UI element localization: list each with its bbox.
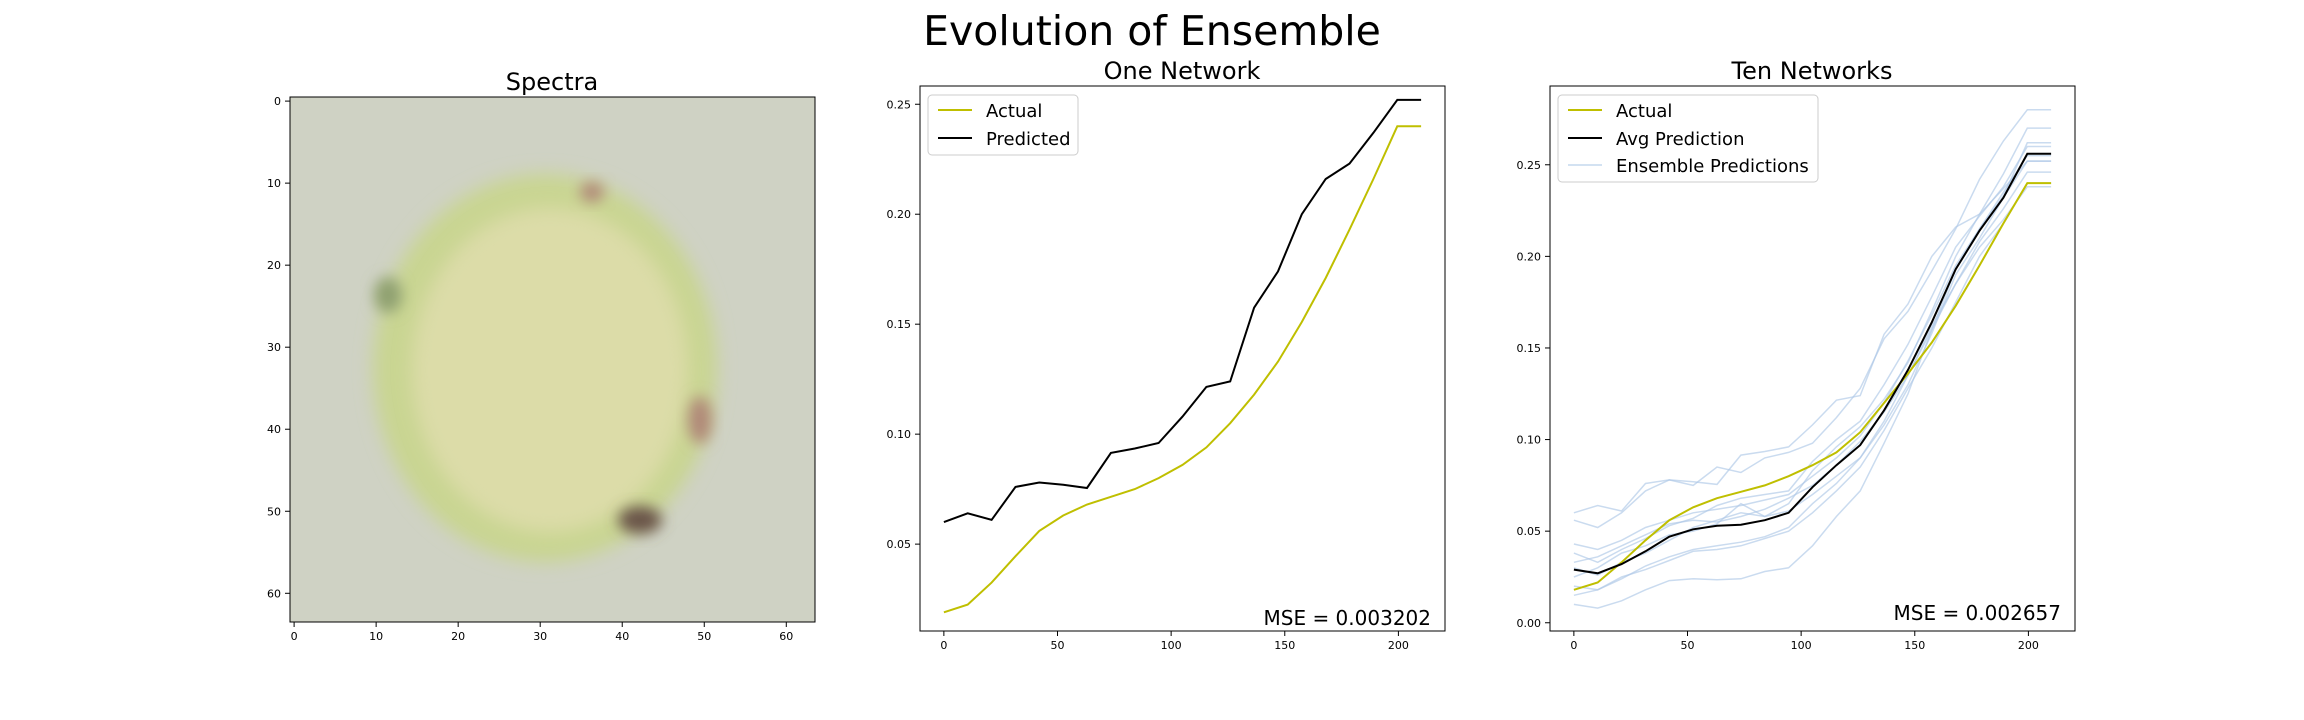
spectra-image [290, 97, 815, 622]
legend-label-actual: Actual [986, 101, 1042, 122]
y-tick-label: 0 [274, 95, 281, 108]
cell-spot-right [688, 396, 712, 444]
y-tick-label: 60 [267, 587, 281, 600]
x-tick-label: 150 [1274, 639, 1295, 652]
y-tick-label: 0.00 [1517, 617, 1542, 630]
one-network-legend: Actual Predicted [927, 94, 1079, 156]
ten-networks-mse: MSE = 0.002657 [1894, 601, 2062, 625]
ensemble-member-line-9 [1573, 182, 2052, 597]
legend-label-predicted: Predicted [986, 129, 1071, 150]
x-tick-label: 100 [1161, 639, 1182, 652]
ten-networks-frame [1549, 85, 2076, 632]
y-tick-label: 0.20 [887, 208, 912, 221]
figure-title: Evolution of Ensemble [923, 7, 1381, 55]
y-tick-label: 0.05 [887, 538, 912, 551]
y-tick-label: 0.15 [887, 318, 912, 331]
y-tick-label: 0.10 [1517, 434, 1542, 447]
panel-ten-networks: Ten Networks 0 50 100 150 200 0.00 0.05 0.10 0.1… [1517, 57, 2076, 652]
spectra-frame [289, 96, 816, 623]
avg-prediction-line [1573, 152, 2052, 575]
x-tick-label: 150 [1904, 639, 1925, 652]
actual-line [1573, 182, 2052, 591]
y-tick-label: 0.25 [1517, 159, 1542, 172]
one-network-mse: MSE = 0.003202 [1264, 606, 1432, 630]
actual-line [943, 125, 1422, 614]
ten-networks-legend: Actual Avg Prediction Ensemble Predictio… [1557, 94, 1819, 183]
x-tick-label: 100 [1791, 639, 1812, 652]
cell-spot-bottom [618, 506, 662, 534]
x-tick-label: 50 [1051, 639, 1065, 652]
y-tick-label: 0.15 [1517, 342, 1542, 355]
x-tick-label: 50 [697, 630, 711, 643]
cell-body [412, 208, 688, 532]
ensemble-member-line-10 [1573, 154, 2052, 551]
x-tick-label: 50 [1681, 639, 1695, 652]
x-tick-label: 0 [940, 639, 947, 652]
x-tick-label: 10 [369, 630, 383, 643]
y-tick-label: 10 [267, 177, 281, 190]
y-tick-label: 0.20 [1517, 250, 1542, 263]
y-tick-label: 20 [267, 259, 281, 272]
ensemble-member-line-6 [1573, 160, 2052, 576]
legend-box [1557, 94, 1819, 183]
ensemble-member-line-8 [1573, 186, 2052, 564]
one-network-frame [919, 85, 1446, 632]
x-tick-label: 0 [291, 630, 298, 643]
ensemble-member-line-7 [1573, 127, 2052, 578]
x-tick-label: 200 [1388, 639, 1409, 652]
legend-label-ensemble-predictions: Ensemble Predictions [1616, 156, 1809, 177]
ensemble-member-line-4 [1573, 171, 2052, 591]
y-tick-label: 40 [267, 423, 281, 436]
y-tick-label: 0.10 [887, 428, 912, 441]
predicted-line [943, 98, 1422, 524]
y-tick-label: 30 [267, 341, 281, 354]
legend-label-avg-prediction: Avg Prediction [1616, 129, 1744, 150]
y-tick-label: 50 [267, 505, 281, 518]
legend-label-actual: Actual [1616, 101, 1672, 122]
x-tick-label: 20 [451, 630, 465, 643]
panel-one-network: One Network 0 50 100 150 200 0.05 0.10 0.15 0.20… [887, 57, 1446, 652]
one-network-title: One Network [1104, 57, 1261, 85]
x-tick-label: 60 [779, 630, 793, 643]
ten-networks-title: Ten Networks [1731, 57, 1893, 85]
ensemble-member-line-1 [1573, 160, 2052, 514]
ensemble-member-line-5 [1573, 145, 2052, 564]
x-tick-label: 0 [1570, 639, 1577, 652]
y-tick-label: 0.05 [1517, 525, 1542, 538]
y-tick-label: 0.25 [887, 98, 912, 111]
x-tick-label: 30 [533, 630, 547, 643]
cell-spot-left [374, 277, 402, 313]
x-tick-label: 40 [615, 630, 629, 643]
cell-spot-top [580, 182, 604, 202]
panel-spectra: Spectra 0 10 20 30 40 50 60 0 10 20 30 40 50 60 [267, 68, 816, 643]
ensemble-member-line-3 [1573, 109, 2052, 529]
x-tick-label: 200 [2018, 639, 2039, 652]
spectra-title: Spectra [506, 68, 598, 96]
